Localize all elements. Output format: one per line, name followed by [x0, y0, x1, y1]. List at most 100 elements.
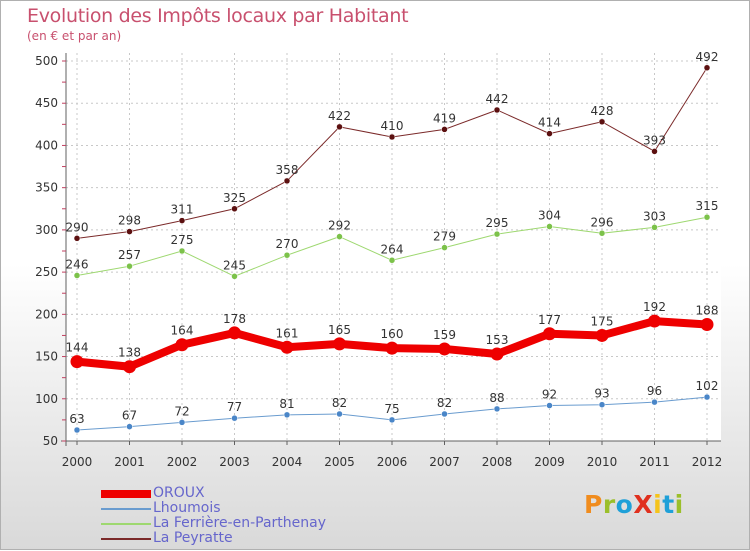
data-label-lhoumois: 82	[437, 396, 452, 410]
data-point-oroux	[70, 355, 84, 369]
data-point-oroux	[543, 327, 556, 341]
x-tick-label: 2011	[639, 455, 670, 469]
data-point-la-ferri-re-en-parthenay	[441, 244, 448, 251]
data-label-oroux: 192	[643, 300, 666, 314]
y-tick-label: 400	[35, 138, 58, 152]
data-label-lhoumois: 72	[174, 404, 189, 418]
data-label-la-ferri-re-en-parthenay: 304	[538, 209, 561, 223]
logo-letter: r	[602, 490, 616, 519]
data-label-la-peyratte: 428	[591, 104, 614, 118]
legend-swatch	[101, 490, 151, 498]
data-label-oroux: 188	[696, 303, 719, 317]
data-label-lhoumois: 67	[122, 409, 137, 423]
data-point-la-peyratte	[178, 217, 186, 224]
data-label-oroux: 178	[223, 312, 246, 326]
data-point-la-peyratte	[388, 133, 396, 141]
data-point-la-ferri-re-en-parthenay	[546, 223, 553, 230]
data-label-la-peyratte: 419	[433, 111, 456, 125]
data-label-lhoumois: 77	[227, 400, 242, 414]
data-label-lhoumois: 75	[384, 402, 399, 416]
legend-label: La Peyratte	[153, 530, 233, 546]
data-label-oroux: 175	[591, 314, 614, 328]
data-point-la-ferri-re-en-parthenay	[388, 257, 396, 264]
data-point-la-peyratte	[336, 123, 343, 131]
data-point-la-peyratte	[126, 228, 133, 235]
data-label-la-peyratte: 290	[66, 220, 89, 234]
data-point-oroux	[595, 328, 609, 342]
x-tick-label: 2009	[534, 455, 565, 469]
data-label-la-peyratte: 410	[381, 119, 404, 133]
data-label-la-peyratte: 298	[118, 214, 141, 228]
data-point-la-ferri-re-en-parthenay	[231, 273, 238, 280]
x-tick-label: 2001	[114, 455, 145, 469]
logo-letter: i	[653, 490, 663, 519]
data-point-lhoumois	[231, 414, 238, 422]
data-point-oroux	[490, 347, 504, 361]
data-point-la-peyratte	[703, 64, 711, 72]
logo-letter: o	[615, 490, 634, 519]
x-tick-label: 2007	[429, 455, 460, 469]
data-label-lhoumois: 96	[647, 384, 662, 398]
data-point-la-ferri-re-en-parthenay	[651, 224, 658, 231]
data-label-oroux: 165	[328, 323, 351, 337]
data-label-la-ferri-re-en-parthenay: 315	[696, 199, 719, 213]
y-tick-label: 350	[35, 181, 58, 195]
data-point-la-ferri-re-en-parthenay	[178, 247, 186, 255]
logo-letter: X	[633, 490, 654, 519]
legend-swatch	[101, 523, 151, 525]
data-point-lhoumois	[178, 419, 186, 426]
data-label-la-ferri-re-en-parthenay: 270	[276, 237, 299, 251]
data-label-la-ferri-re-en-parthenay: 246	[66, 257, 89, 271]
data-label-la-peyratte: 358	[276, 163, 299, 177]
data-point-lhoumois	[546, 402, 553, 409]
data-point-la-peyratte	[283, 177, 291, 185]
legend-label: OROUX	[153, 485, 205, 501]
data-label-oroux: 138	[118, 346, 141, 360]
y-tick-label: 250	[35, 265, 58, 279]
data-point-oroux	[333, 337, 346, 351]
data-label-lhoumois: 63	[69, 412, 84, 426]
x-tick-label: 2004	[272, 455, 303, 469]
data-label-la-peyratte: 325	[223, 191, 246, 205]
data-label-la-peyratte: 442	[486, 92, 509, 106]
data-point-la-ferri-re-en-parthenay	[126, 262, 133, 270]
y-tick-label: 50	[43, 434, 58, 448]
data-point-la-peyratte	[73, 235, 81, 242]
data-point-la-peyratte	[546, 130, 553, 137]
data-point-oroux	[700, 317, 714, 331]
data-label-la-ferri-re-en-parthenay: 296	[591, 215, 614, 229]
data-label-lhoumois: 82	[332, 396, 347, 410]
data-point-la-ferri-re-en-parthenay	[493, 230, 501, 238]
data-label-la-ferri-re-en-parthenay: 292	[328, 219, 351, 233]
data-label-la-peyratte: 393	[643, 133, 666, 147]
data-point-la-ferri-re-en-parthenay	[283, 251, 291, 259]
data-point-lhoumois	[336, 410, 343, 418]
data-point-la-peyratte	[441, 126, 448, 133]
logo-letter: t	[662, 490, 675, 519]
chart-title: Evolution des Impôts locaux par Habitant	[27, 5, 409, 27]
legend-label: Lhoumois	[153, 500, 221, 516]
data-point-oroux	[648, 314, 661, 328]
y-tick-label: 450	[35, 96, 58, 110]
data-label-la-ferri-re-en-parthenay: 264	[381, 242, 404, 256]
data-point-la-peyratte	[231, 205, 238, 213]
data-point-oroux	[123, 360, 136, 374]
x-tick-label: 2005	[324, 455, 355, 469]
logo-letter: P	[584, 490, 603, 519]
data-label-la-peyratte: 311	[171, 203, 194, 217]
data-label-oroux: 177	[538, 313, 561, 327]
data-point-la-peyratte	[651, 148, 658, 155]
data-label-la-peyratte: 492	[696, 50, 719, 64]
data-point-oroux	[228, 326, 241, 340]
data-point-lhoumois	[73, 426, 81, 434]
proxiti-logo: ProXiti	[584, 490, 684, 519]
data-label-lhoumois: 81	[279, 397, 294, 411]
data-label-la-ferri-re-en-parthenay: 257	[118, 248, 141, 262]
data-point-lhoumois	[598, 401, 606, 408]
data-label-oroux: 153	[486, 333, 509, 347]
data-label-lhoumois: 88	[489, 391, 504, 405]
x-tick-label: 2012	[692, 455, 723, 469]
data-label-oroux: 160	[381, 327, 404, 341]
